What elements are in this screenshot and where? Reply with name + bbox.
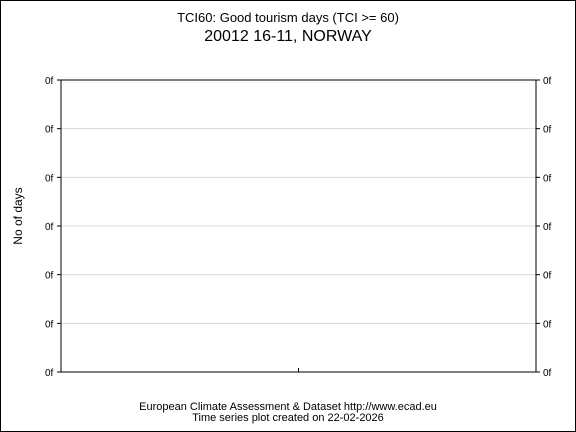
y-tick-label-left: 0f	[45, 222, 54, 233]
axis-ticks: 0f 0f 0f 0f 0f 0f 0f 0f 0f 0f 0f 0f 0f 0f	[45, 76, 552, 379]
y-tick-label-right: 0f	[543, 76, 552, 87]
y-tick-label-right: 0f	[543, 222, 552, 233]
y-tick-label-right: 0f	[543, 368, 552, 379]
y-tick-label-left: 0f	[45, 271, 54, 282]
y-tick-label-left: 0f	[45, 368, 54, 379]
y-tick-label-left: 0f	[45, 125, 54, 136]
gridlines	[61, 129, 536, 324]
y-tick-label-left: 0f	[45, 173, 54, 184]
footer-created: Time series plot created on 22-02-2026	[1, 412, 575, 424]
y-tick-label-left: 0f	[45, 76, 54, 87]
y-tick-label-right: 0f	[543, 173, 552, 184]
y-tick-label-right: 0f	[543, 319, 552, 330]
y-tick-label-right: 0f	[543, 271, 552, 282]
y-tick-label-right: 0f	[543, 125, 552, 136]
y-tick-label-left: 0f	[45, 319, 54, 330]
